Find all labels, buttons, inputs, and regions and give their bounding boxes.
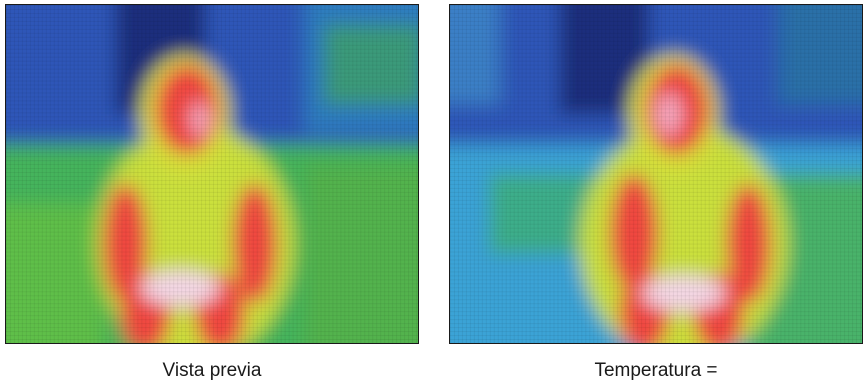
thermal-preview-panel	[5, 4, 419, 344]
thermal-temperature-image	[450, 5, 862, 343]
thermal-preview-image	[6, 5, 418, 343]
temperature-caption: Temperatura =	[594, 360, 718, 381]
preview-caption: Vista previa	[162, 360, 262, 381]
thermal-temperature-panel	[449, 4, 863, 344]
